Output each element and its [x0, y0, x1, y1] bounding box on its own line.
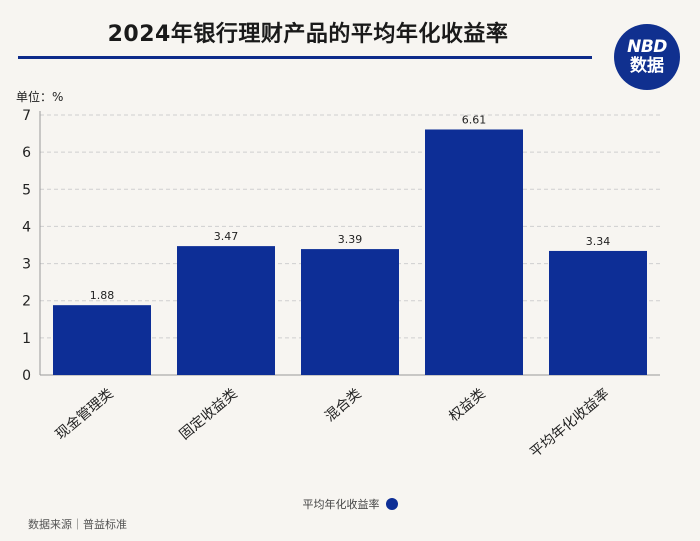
bar [425, 129, 523, 375]
legend-label: 平均年化收益率 [302, 498, 380, 511]
x-tick-label: 平均年化收益率 [527, 385, 613, 461]
x-tick-label: 权益类 [446, 386, 488, 425]
data-label: 1.88 [90, 289, 115, 302]
x-tick-label: 现金管理类 [53, 386, 117, 443]
data-source: 数据来源｜普益标准 [28, 518, 127, 531]
x-tick-label: 混合类 [322, 386, 364, 425]
y-tick-label: 0 [22, 368, 31, 384]
logo-text-data: 数据 [630, 55, 664, 76]
data-label: 3.47 [214, 230, 239, 243]
y-tick-label: 3 [22, 257, 31, 273]
y-tick-label: 5 [22, 182, 31, 198]
nbd-data-logo: NBD 数据 [614, 24, 680, 90]
y-tick-label: 1 [22, 331, 31, 347]
data-label: 6.61 [462, 113, 487, 126]
title-underline [18, 56, 592, 59]
data-label: 3.34 [586, 235, 611, 248]
data-label: 3.39 [338, 233, 363, 246]
x-tick-label: 固定收益类 [177, 386, 241, 443]
y-tick-label: 4 [22, 219, 31, 235]
bar [53, 305, 151, 375]
chart-title: 2024年银行理财产品的平均年化收益率 [107, 22, 509, 47]
legend: 平均年化收益率 [0, 496, 700, 512]
bar [177, 246, 275, 375]
legend-swatch [385, 498, 398, 510]
y-tick-label: 7 [22, 108, 31, 124]
y-tick-label: 2 [22, 294, 31, 310]
y-tick-label: 6 [22, 145, 31, 161]
logo-text-nbd: NBD [627, 36, 667, 57]
bar [549, 250, 647, 375]
y-axis-unit-label: 单位：% [16, 90, 64, 104]
bar [301, 249, 399, 375]
